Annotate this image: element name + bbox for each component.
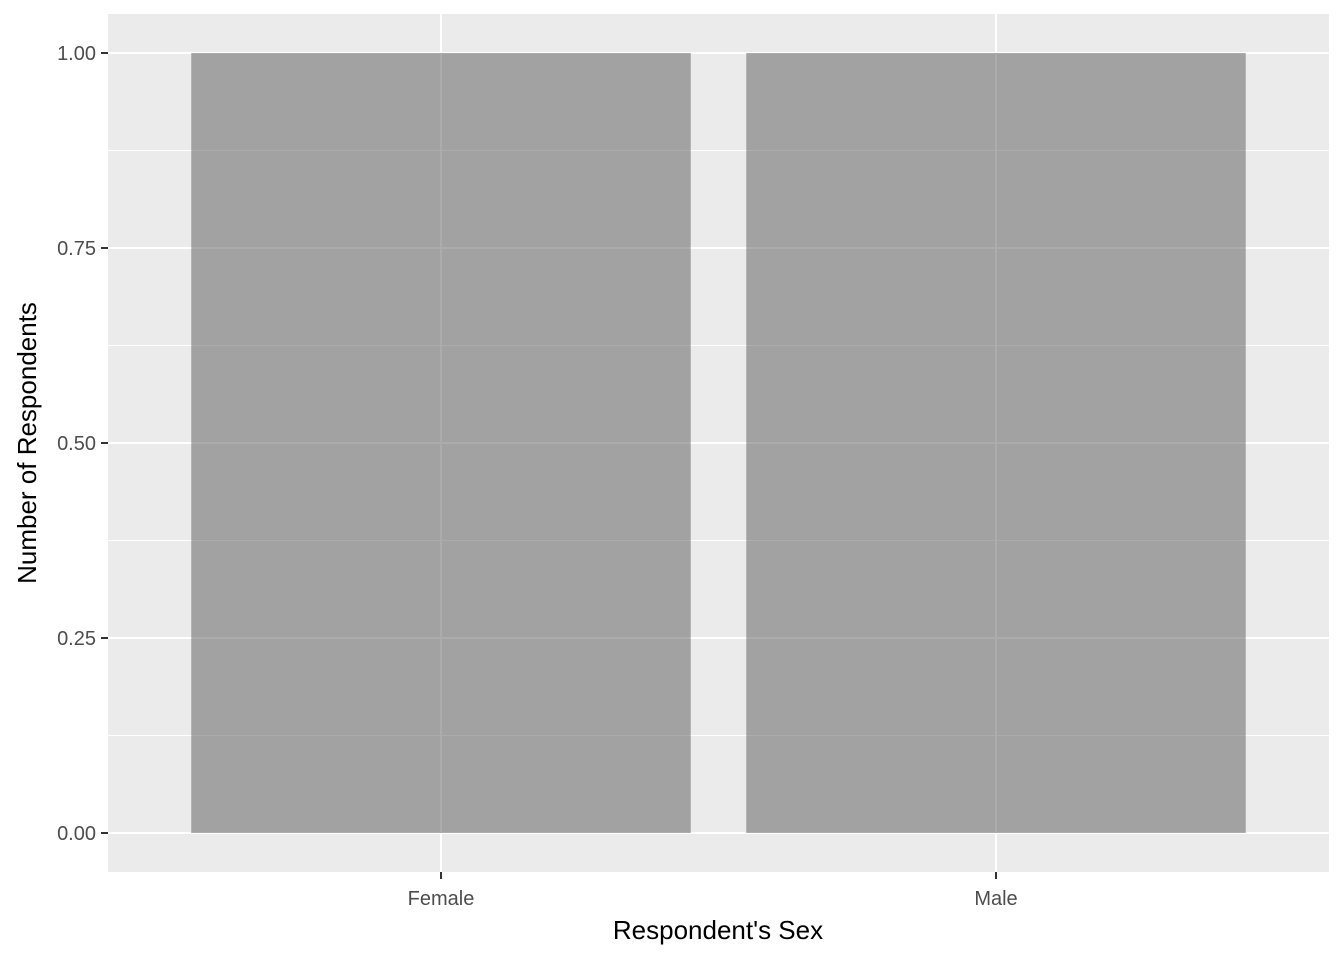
y-tick-label: 0.25 [57,628,96,650]
x-axis: Female Male [408,872,1018,910]
y-tick-label: 0.50 [57,433,96,455]
bars [191,53,1246,833]
y-axis: 0.00 0.25 0.50 0.75 1.00 [57,43,108,845]
y-axis-title: Number of Respondents [12,302,42,584]
y-tick-label: 1.00 [57,43,96,65]
x-tick-label: Male [974,888,1017,910]
bar-female [191,53,691,833]
y-tick-label: 0.75 [57,238,96,260]
x-axis-title: Respondent's Sex [613,915,823,945]
x-tick-label: Female [408,888,475,910]
y-tick-label: 0.00 [57,823,96,845]
bar-male [746,53,1246,833]
